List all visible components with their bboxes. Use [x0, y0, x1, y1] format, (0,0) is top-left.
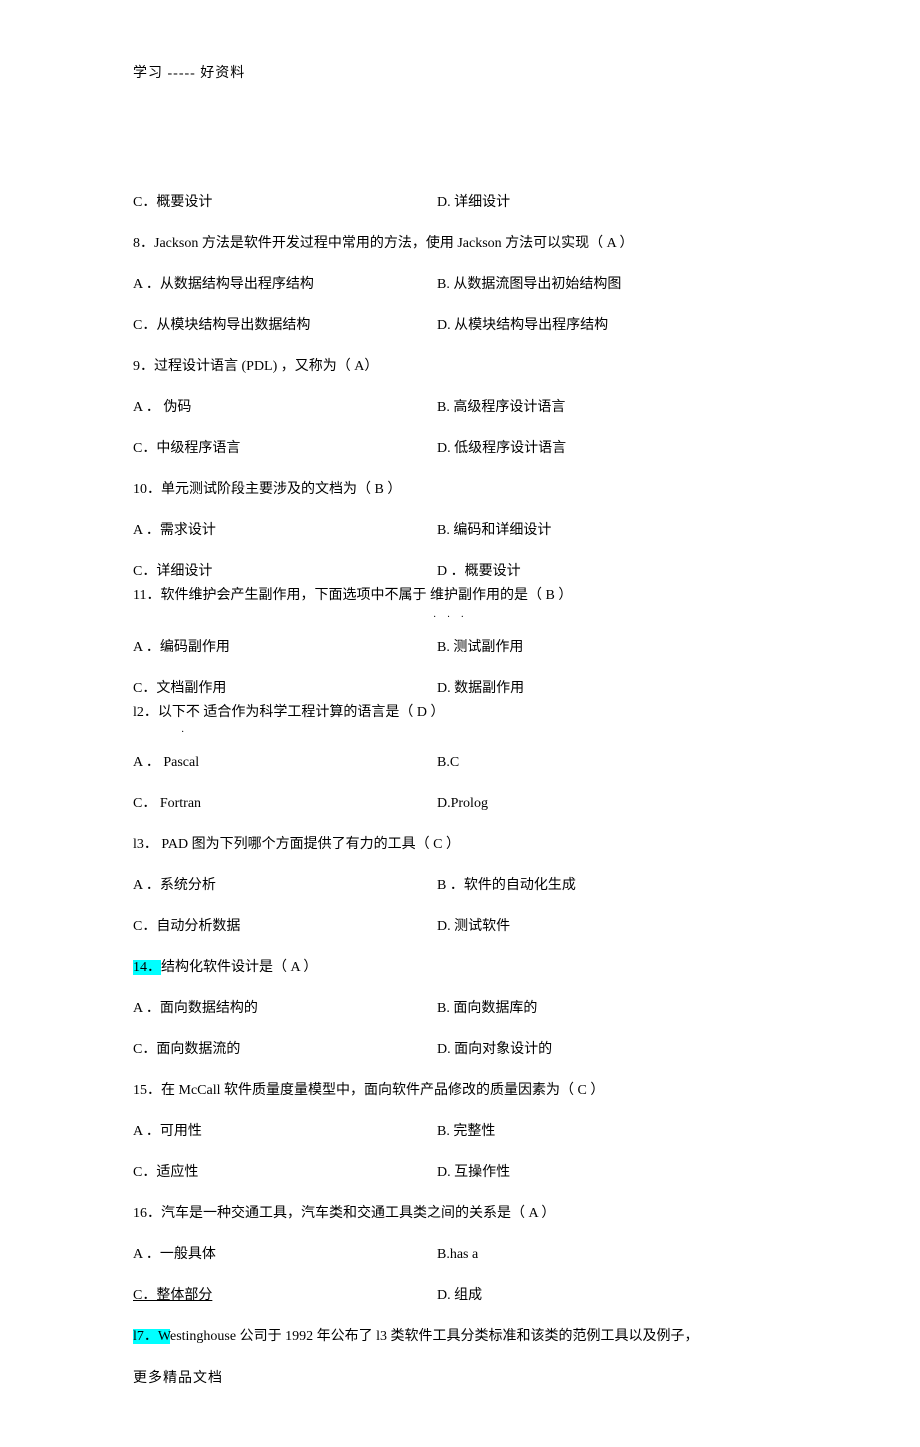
text-line: C．概要设计D. 详细设计: [133, 192, 787, 213]
option-left: C．面向数据流的: [133, 1039, 437, 1060]
text-line: C．文档副作用D. 数据副作用: [133, 678, 787, 699]
option-right: B. 测试副作用: [437, 637, 787, 658]
text-line: A ． PascalB.C: [133, 752, 787, 773]
text-line: C．中级程序语言D. 低级程序设计语言: [133, 438, 787, 459]
option-left: C．文档副作用: [133, 678, 437, 699]
option-left: A ． 伪码: [133, 397, 437, 418]
option-right: D.Prolog: [437, 793, 787, 814]
question-text: l2．以下不 适合作为科学工程计算的语言是（ D ）: [133, 705, 445, 720]
question-text: estinghouse 公司于 1992 年公布了 l3 类软件工具分类标准和该…: [170, 1329, 699, 1344]
option-right: B ．软件的自动化生成: [437, 875, 787, 896]
option-left: A ．需求设计: [133, 520, 437, 541]
text-line: A ．可用性B. 完整性: [133, 1121, 787, 1142]
option-left: A ．从数据结构导出程序结构: [133, 274, 437, 295]
option-right: D. 测试软件: [437, 916, 787, 937]
text-line: A ．需求设计B. 编码和详细设计: [133, 520, 787, 541]
option-right: D. 详细设计: [437, 192, 787, 213]
text-line: A ． 伪码B. 高级程序设计语言: [133, 397, 787, 418]
option-right: D. 低级程序设计语言: [437, 438, 787, 459]
content-area: C．概要设计D. 详细设计 8．Jackson 方法是软件开发过程中常用的方法，使…: [133, 192, 787, 1347]
text-line: 10．单元测试阶段主要涉及的文档为（ B ）: [133, 479, 787, 500]
text-line: C． FortranD.Prolog: [133, 793, 787, 814]
text-line: C．详细设计D ．概要设计: [133, 561, 787, 582]
option-left: C．从模块结构导出数据结构: [133, 315, 437, 336]
text-line: 14．结构化软件设计是（ A ）: [133, 957, 787, 978]
option-left: A ．系统分析: [133, 875, 437, 896]
option-right: D. 互操作性: [437, 1162, 787, 1183]
option-right: B. 完整性: [437, 1121, 787, 1142]
option-left: C．适应性: [133, 1162, 437, 1183]
option-right: B. 编码和详细设计: [437, 520, 787, 541]
dot-marker: ·: [181, 727, 787, 738]
option-left: C．中级程序语言: [133, 438, 437, 459]
ellipsis-dots: · · ·: [433, 612, 787, 623]
question-text: 16．汽车是一种交通工具，汽车类和交通工具类之间的关系是（ A ）: [133, 1206, 555, 1221]
page-footer: 更多精品文档: [133, 1367, 787, 1387]
question-text: 结构化软件设计是（ A ）: [161, 960, 317, 975]
text-line: C．面向数据流的D. 面向对象设计的: [133, 1039, 787, 1060]
text-line: C．从模块结构导出数据结构D. 从模块结构导出程序结构: [133, 315, 787, 336]
option-right: B. 高级程序设计语言: [437, 397, 787, 418]
text-line: A ．一般具体B.has a: [133, 1244, 787, 1265]
text-line: A ．面向数据结构的B. 面向数据库的: [133, 998, 787, 1019]
highlighted-text: 14．: [133, 960, 161, 975]
option-left: C．详细设计: [133, 561, 437, 582]
text-line: C．自动分析数据D. 测试软件: [133, 916, 787, 937]
text-line: A ．从数据结构导出程序结构B. 从数据流图导出初始结构图: [133, 274, 787, 295]
option-right: B. 从数据流图导出初始结构图: [437, 274, 787, 295]
text-line: l7．Westinghouse 公司于 1992 年公布了 l3 类软件工具分类…: [133, 1326, 787, 1347]
option-left: A ． Pascal: [133, 752, 437, 773]
option-left: C． Fortran: [133, 793, 437, 814]
text-line: A ．编码副作用B. 测试副作用: [133, 637, 787, 658]
document-page: 学习 ----- 好资料 C．概要设计D. 详细设计 8．Jackson 方法是软…: [0, 0, 920, 1447]
option-left: C．自动分析数据: [133, 916, 437, 937]
option-right: D. 数据副作用: [437, 678, 787, 699]
question-text: 10．单元测试阶段主要涉及的文档为（ B ）: [133, 482, 401, 497]
question-text: 15．在 McCall 软件质量度量模型中，面向软件产品修改的质量因素为（ C …: [133, 1083, 604, 1098]
text-line: l2．以下不 适合作为科学工程计算的语言是（ D ）: [133, 702, 787, 723]
option-left: A ．可用性: [133, 1121, 437, 1142]
page-header: 学习 ----- 好资料: [133, 62, 787, 82]
option-left: A ．编码副作用: [133, 637, 437, 658]
option-left: A ．面向数据结构的: [133, 998, 437, 1019]
question-text: 11．软件维护会产生副作用，下面选项中不属于 维护副作用的是（ B ）: [133, 588, 572, 603]
question-text: 9．过程设计语言 (PDL) ，又称为（ A）: [133, 359, 378, 374]
option-right: B.has a: [437, 1244, 787, 1265]
text-line: l3． PAD 图为下列哪个方面提供了有力的工具（ C ）: [133, 834, 787, 855]
option-left: A ．一般具体: [133, 1244, 437, 1265]
option-left: C．概要设计: [133, 192, 437, 213]
text-line: 9．过程设计语言 (PDL) ，又称为（ A）: [133, 356, 787, 377]
text-line: 16．汽车是一种交通工具，汽车类和交通工具类之间的关系是（ A ）: [133, 1203, 787, 1224]
option-right: D. 面向对象设计的: [437, 1039, 787, 1060]
question-text: l3． PAD 图为下列哪个方面提供了有力的工具（ C ）: [133, 837, 460, 852]
text-line: 8．Jackson 方法是软件开发过程中常用的方法，使用 Jackson 方法可…: [133, 233, 787, 254]
highlighted-text: l7．W: [133, 1329, 170, 1344]
text-line: A ．系统分析B ．软件的自动化生成: [133, 875, 787, 896]
option-right: D. 从模块结构导出程序结构: [437, 315, 787, 336]
text-line: 15．在 McCall 软件质量度量模型中，面向软件产品修改的质量因素为（ C …: [133, 1080, 787, 1101]
option-right: D ．概要设计: [437, 561, 787, 582]
option-right: B. 面向数据库的: [437, 998, 787, 1019]
text-line: 11．软件维护会产生副作用，下面选项中不属于 维护副作用的是（ B ）: [133, 585, 787, 606]
text-line: C．适应性D. 互操作性: [133, 1162, 787, 1183]
option-right: B.C: [437, 752, 787, 773]
question-text: 8．Jackson 方法是软件开发过程中常用的方法，使用 Jackson 方法可…: [133, 236, 634, 251]
